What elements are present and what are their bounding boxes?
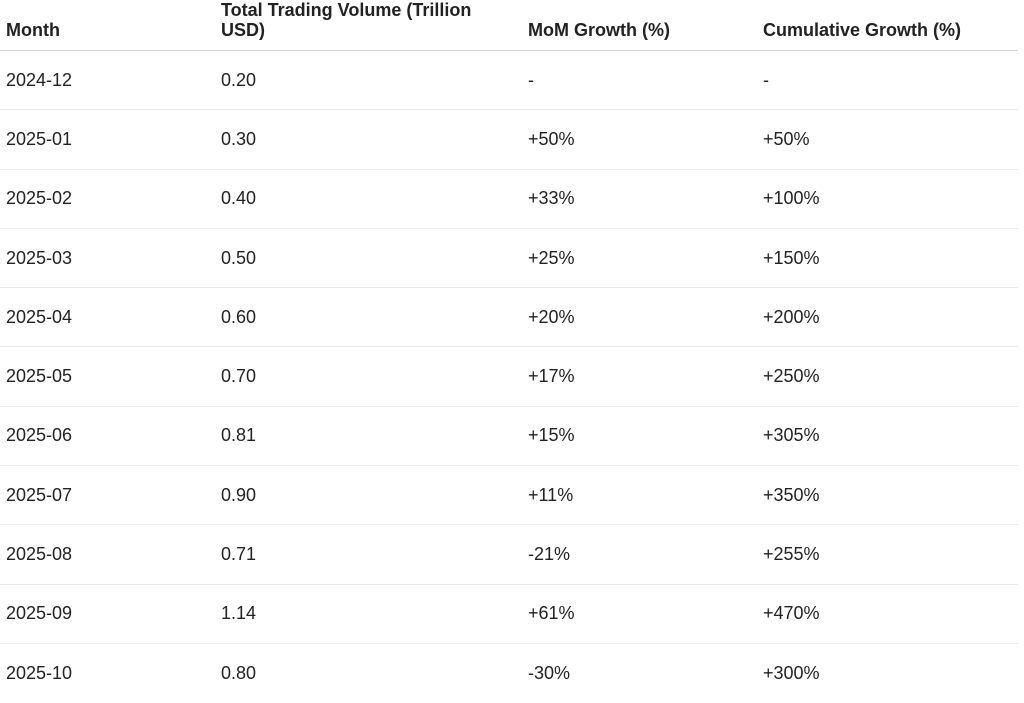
cell-total-trading-volume: 0.80	[221, 662, 257, 683]
cell-cumulative-growth: +100%	[757, 169, 1018, 229]
cell-cumulative-growth: +470%	[757, 584, 1018, 644]
cell-month: 2025-05	[0, 346, 215, 407]
header-row: Month Total Trading Volume (Trillion USD…	[0, 0, 1018, 51]
table-row: 2025-03 0.50 +25% +150%	[0, 228, 1018, 289]
table-row: 2024-12 0.20- -	[0, 50, 1018, 111]
cell-total-trading-volume: 0.71	[215, 524, 522, 585]
cell-cumulative-growth: +305%	[757, 406, 1018, 467]
cell-month: 2025-01	[0, 109, 215, 170]
cell-total-trading-volume: 0.81	[215, 406, 522, 467]
cell-mom-growth: +11%	[522, 465, 757, 526]
cell-month: 2025-07	[0, 465, 215, 526]
cell-total-trading-volume: 0.20	[215, 50, 522, 111]
table-row: 2025-04 0.60 +20% +200%	[0, 287, 1018, 348]
cell-mom-growth: +20%	[522, 287, 757, 348]
table-row: 2025-05 0.70 +17% +250%	[0, 346, 1018, 407]
cell-mom-growth: +33%	[522, 169, 757, 229]
cell-month: 2025-06	[0, 406, 215, 467]
table-header: Month Total Trading Volume (Trillion USD…	[0, 0, 1018, 51]
header-total-trading-volume: Total Trading Volume (Trillion USD)	[215, 0, 522, 51]
table-row: 2025-09 1.14 +61% +470%	[0, 584, 1018, 644]
cell-mom-growth: -30%	[528, 662, 571, 683]
cell-total-trading-volume: 0.40	[215, 169, 522, 229]
cell-cumulative-growth: -	[757, 50, 1018, 111]
table-row: 2025-06 0.81 +15% +305%	[0, 406, 1018, 467]
cell-cumulative-growth: +250%	[757, 346, 1018, 407]
cell-mom-growth: -21%	[522, 524, 757, 585]
cell-cumulative-growth: +350%	[757, 465, 1018, 526]
cell-total-trading-volume: 1.14	[215, 584, 522, 644]
cell-cumulative-growth: +255%	[757, 524, 1018, 585]
cell-mom-growth: +17%	[522, 346, 757, 407]
cell-month: 2025-08	[0, 524, 215, 585]
table-row: 2025-02 0.40 +33% +100%	[0, 169, 1018, 229]
table-row: 2025-01 0.30 +50% +50%	[0, 109, 1018, 170]
cell-month: 2025-03	[0, 228, 215, 289]
header-mom-growth: MoM Growth (%)	[522, 0, 757, 51]
cell-month: 2025-04	[0, 287, 215, 348]
cell-month: 2025-09	[0, 584, 215, 644]
table-row: 2025-08 0.71 -21% +255%	[0, 524, 1018, 585]
table-row: 2025-10 0.80 -30% +300%	[0, 643, 1018, 702]
cell-month: 2025-10	[6, 662, 73, 683]
cell-total-trading-volume: 0.60	[215, 287, 522, 348]
cell-month: 2024-12	[0, 50, 215, 111]
cell-mom-growth: +50%	[522, 109, 757, 170]
header-month: Month	[0, 0, 215, 51]
cell-mom-growth: -	[522, 50, 757, 111]
cell-cumulative-growth: +300%	[763, 662, 820, 683]
cell-mom-growth: +61%	[522, 584, 757, 644]
cell-cumulative-growth: +200%	[757, 287, 1018, 348]
cell-total-trading-volume: 0.70	[215, 346, 522, 407]
cell-cumulative-growth: +150%	[757, 228, 1018, 289]
table-row: 2025-07 0.90 +11% +350%	[0, 465, 1018, 526]
cell-mom-growth: +15%	[522, 406, 757, 467]
cell-cumulative-growth: +50%	[757, 109, 1018, 170]
cell-total-trading-volume: 0.90	[215, 465, 522, 526]
cell-month: 2025-02	[0, 169, 215, 229]
cell-mom-growth: +25%	[522, 228, 757, 289]
header-cumulative-growth: Cumulative Growth (%)	[757, 0, 1018, 51]
table-body: 2024-12 0.20- -2025-01 0.30 +50% +50% 2025-02 0…	[0, 50, 1018, 703]
cell-total-trading-volume: 0.30	[215, 109, 522, 170]
cell-total-trading-volume: 0.50	[215, 228, 522, 289]
